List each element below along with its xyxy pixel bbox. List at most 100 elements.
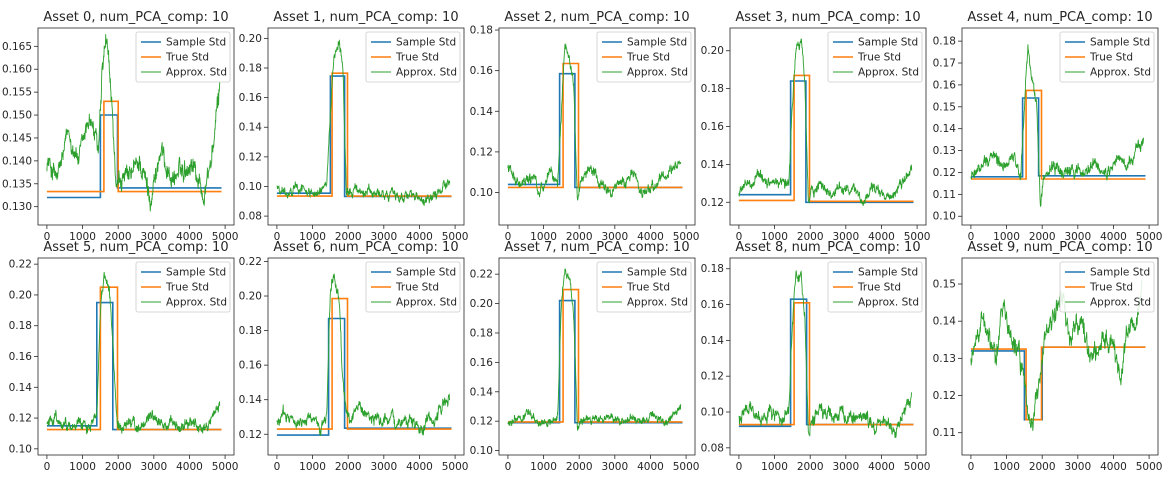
x-tick-label: 0 xyxy=(736,461,743,473)
axes-frame xyxy=(498,27,696,226)
legend-label: Sample Std xyxy=(1090,37,1150,49)
y-tick-label: 0.18 xyxy=(701,83,724,95)
x-tick-label: 1000 xyxy=(761,461,788,473)
subplot-title: Asset 6, num_PCA_comp: 10 xyxy=(273,240,458,255)
legend-label: True Std xyxy=(857,52,901,64)
legend-label: Sample Std xyxy=(1090,267,1150,279)
x-tick-label: 1000 xyxy=(530,461,557,473)
x-tick-label: 0 xyxy=(968,231,975,243)
series-sample-std xyxy=(970,97,1146,178)
x-tick-label: 3000 xyxy=(140,231,167,243)
series-sample-std xyxy=(46,114,222,199)
y-tick-label: 0.18 xyxy=(470,327,493,339)
subplot-3: Asset 3, num_PCA_comp: 10 0 1000 2000 3000 40… xyxy=(701,10,931,243)
y-tick-label: 0.12 xyxy=(933,167,956,179)
legend-label: True Std xyxy=(857,282,901,294)
y-tick-label: 0.14 xyxy=(933,123,957,135)
x-tick-label: 0 xyxy=(274,231,281,243)
legend-label: Sample Std xyxy=(166,37,226,49)
axes-frame xyxy=(961,257,1159,456)
x-tick-label: 4000 xyxy=(637,461,664,473)
x-tick-label: 2000 xyxy=(105,231,132,243)
series-sample-std xyxy=(738,80,914,204)
y-tick-label: 0.12 xyxy=(701,371,724,383)
axes-frame xyxy=(729,27,927,226)
x-tick-label: 3000 xyxy=(601,231,628,243)
subplot-title: Asset 7, num_PCA_comp: 10 xyxy=(504,240,689,255)
series-sample-std xyxy=(276,317,452,436)
y-tick-label: 0.22 xyxy=(9,259,32,271)
y-tick-label: 0.20 xyxy=(239,33,262,45)
x-tick-label: 3000 xyxy=(832,461,859,473)
x-tick-label: 2000 xyxy=(566,231,593,243)
y-tick-label: 0.155 xyxy=(2,87,32,99)
subplot-0: Asset 0, num_PCA_comp: 10 0 1000 2000 3000 40… xyxy=(2,10,239,243)
y-tick-label: 0.135 xyxy=(2,178,32,190)
x-tick-label: 0 xyxy=(44,461,51,473)
legend-box xyxy=(135,31,231,83)
series-sample-std xyxy=(970,346,1146,421)
legend-box xyxy=(1059,31,1155,83)
axes-frame xyxy=(267,27,465,226)
legend-label: Approx. Std xyxy=(166,297,227,309)
x-tick-label: 5000 xyxy=(1136,461,1163,473)
legend-label: Approx. Std xyxy=(396,297,457,309)
series-true-std xyxy=(970,89,1146,180)
y-tick-label: 0.150 xyxy=(2,110,32,122)
subplot-title: Asset 3, num_PCA_comp: 10 xyxy=(735,10,920,25)
x-tick-label: 2000 xyxy=(1029,461,1056,473)
x-tick-label: 1000 xyxy=(69,461,96,473)
y-tick-label: 0.20 xyxy=(9,289,32,301)
legend-label: Sample Std xyxy=(858,37,918,49)
y-tick-label: 0.18 xyxy=(9,320,32,332)
legend-box xyxy=(1059,261,1155,313)
y-tick-label: 0.18 xyxy=(933,36,956,48)
axes-frame xyxy=(729,257,927,456)
y-tick-label: 0.16 xyxy=(701,121,725,133)
legend-box xyxy=(135,261,231,313)
y-tick-label: 0.10 xyxy=(933,211,956,223)
x-tick-label: 3000 xyxy=(832,231,859,243)
y-tick-label: 0.165 xyxy=(2,41,32,53)
x-tick-label: 2000 xyxy=(566,461,593,473)
x-tick-label: 4000 xyxy=(406,461,433,473)
y-tick-label: 0.13 xyxy=(933,353,956,365)
legend-label: Approx. Std xyxy=(858,67,919,79)
x-tick-label: 4000 xyxy=(176,461,203,473)
subplot-title: Asset 0, num_PCA_comp: 10 xyxy=(43,10,228,25)
x-tick-label: 2000 xyxy=(797,231,824,243)
subplot-7: Asset 7, num_PCA_comp: 10 0 1000 2000 3000 40… xyxy=(470,240,700,473)
legend-label: Approx. Std xyxy=(396,67,457,79)
y-tick-label: 0.145 xyxy=(2,132,32,144)
plot-area xyxy=(276,273,452,436)
y-tick-label: 0.13 xyxy=(933,145,956,157)
series-sample-std xyxy=(46,301,222,431)
legend-label: Approx. Std xyxy=(166,67,227,79)
x-tick-label: 3000 xyxy=(601,461,628,473)
series-approx-std xyxy=(507,268,682,431)
y-tick-label: 0.14 xyxy=(470,106,494,118)
y-tick-label: 0.10 xyxy=(701,407,724,419)
y-tick-label: 0.22 xyxy=(239,256,262,268)
plot-area xyxy=(738,270,914,439)
legend-box xyxy=(827,31,923,83)
subplot-title: Asset 8, num_PCA_comp: 10 xyxy=(735,240,920,255)
subplot-title: Asset 1, num_PCA_comp: 10 xyxy=(273,10,458,25)
series-approx-std xyxy=(46,272,221,435)
plot-area xyxy=(276,39,452,206)
x-tick-label: 0 xyxy=(44,231,51,243)
y-tick-label: 0.16 xyxy=(239,92,263,104)
series-true-std xyxy=(970,346,1146,421)
x-tick-label: 0 xyxy=(505,231,512,243)
y-tick-label: 0.12 xyxy=(239,151,262,163)
x-tick-label: 5000 xyxy=(212,461,239,473)
y-tick-label: 0.12 xyxy=(470,146,493,158)
y-tick-label: 0.14 xyxy=(239,394,263,406)
x-tick-label: 2000 xyxy=(105,461,132,473)
plot-area xyxy=(738,38,914,206)
x-tick-label: 1000 xyxy=(993,461,1020,473)
series-true-std xyxy=(276,72,452,197)
subplot-title: Asset 2, num_PCA_comp: 10 xyxy=(504,10,689,25)
y-tick-label: 0.130 xyxy=(2,201,32,213)
subplot-title: Asset 4, num_PCA_comp: 10 xyxy=(967,10,1152,25)
